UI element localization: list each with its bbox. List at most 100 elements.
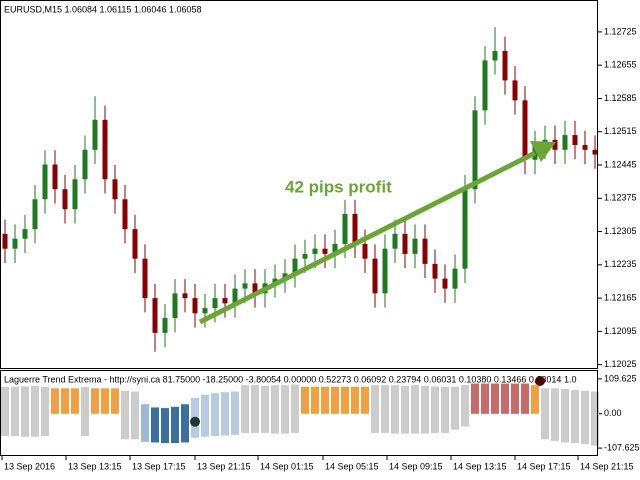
indicator-bar [481, 383, 489, 414]
y-tick-label: 0.00 [604, 408, 622, 418]
signal-dot [535, 376, 545, 387]
candle-body [522, 100, 528, 160]
indicator-bar [471, 383, 479, 414]
candle-body [432, 263, 438, 279]
indicator-bar [521, 383, 529, 414]
indicator-bar [561, 388, 569, 443]
indicator-bar [11, 386, 19, 437]
indicator-bar [251, 385, 259, 433]
indicator-bar [541, 388, 549, 440]
x-tick-label: 13 Sep 2016 [4, 461, 55, 471]
x-tick-label: 14 Sep 13:15 [453, 461, 507, 471]
candle-body [272, 278, 278, 284]
x-tick-label: 13 Sep 21:15 [197, 461, 251, 471]
indicator-bar [201, 394, 209, 437]
indicator-bar [441, 386, 449, 433]
indicator-bar [241, 385, 249, 433]
indicator-bar [511, 383, 519, 414]
indicator-bar [221, 392, 229, 436]
candle-body [322, 248, 328, 254]
candle-body [152, 298, 158, 333]
candle-body [102, 119, 108, 180]
signal-dot [190, 416, 200, 427]
candle-body [402, 233, 408, 254]
candle-body [462, 189, 468, 269]
candle-body [162, 318, 168, 333]
candle-body [532, 145, 538, 160]
y-tick-label: 1.12235 [604, 259, 637, 269]
candle-body [492, 50, 498, 61]
x-tick-label: 14 Sep 05:15 [325, 461, 379, 471]
indicator-bar [591, 391, 599, 446]
candle-body [342, 213, 348, 244]
candle-body [202, 308, 208, 314]
indicator-bar [361, 386, 369, 414]
arrow-head [530, 141, 556, 162]
candle-body [502, 50, 508, 81]
y-tick-label: 1.12585 [604, 93, 637, 103]
indicator-header: Laguerre Trend Extrema - http://syni.ca … [4, 374, 576, 384]
indicator-bar [181, 404, 189, 443]
y-tick-label: 1.12305 [604, 226, 637, 236]
candle-body [572, 135, 578, 146]
indicator-bar [171, 406, 179, 444]
candle-body [142, 258, 148, 299]
indicator-bar [261, 385, 269, 433]
y-tick-label: 1.12725 [604, 26, 637, 36]
candle-body [592, 149, 598, 155]
y-tick-label: -107.625 [604, 442, 640, 452]
indicator-panel: -107.625 0.00 109.625 [1, 373, 640, 452]
y-tick-label: 1.12445 [604, 159, 637, 169]
candle-body [372, 258, 378, 294]
indicator-bar [381, 385, 389, 433]
indicator-bar [81, 387, 89, 437]
candle-body [42, 164, 48, 200]
candle-body [172, 293, 178, 319]
indicator-bar [431, 386, 439, 433]
candle-body [132, 229, 138, 259]
y-tick-label: 1.12095 [604, 326, 637, 336]
indicator-bar [141, 404, 149, 442]
profit-arrow [198, 141, 556, 325]
indicator-bar [1, 386, 9, 437]
candle-body [62, 189, 68, 210]
y-tick-label: 109.625 [604, 373, 637, 383]
price-panel: 1.12025 1.12095 1.12165 1.12235 1.12305 1.123… [2, 26, 637, 369]
candle-body [2, 233, 8, 249]
indicator-bar [491, 383, 499, 414]
indicator-bar [501, 383, 509, 414]
annotation: 42 pips profit [285, 177, 392, 196]
indicator-bar [161, 408, 169, 444]
indicator-bar [211, 393, 219, 437]
y-tick-label: 1.12655 [604, 60, 637, 70]
x-tick-label: 13 Sep 13:15 [68, 461, 122, 471]
indicator-frame [0, 370, 598, 456]
candle-body [112, 179, 118, 200]
candle-body [362, 243, 368, 259]
indicator-bar [121, 390, 129, 440]
y-tick-label: 1.12375 [604, 193, 637, 203]
indicator-bar [351, 386, 359, 414]
candle-body [32, 199, 38, 230]
indicator-bar [51, 388, 59, 414]
price-frame [0, 0, 598, 369]
indicator-bar [101, 388, 109, 414]
indicator-bar [401, 385, 409, 434]
indicator-bar [41, 386, 49, 437]
indicator-bar [371, 385, 379, 433]
indicator-bar [61, 388, 69, 414]
candle-body [242, 283, 248, 289]
indicator-bar [321, 386, 329, 414]
candle-body [302, 253, 308, 259]
indicator-bar [131, 391, 139, 440]
indicator-bar [281, 385, 289, 434]
indicator-bar [291, 384, 299, 433]
candle-body [282, 273, 288, 279]
indicator-bar [311, 386, 319, 414]
symbol-header: EURUSD,M15 1.06084 1.06115 1.06046 1.060… [4, 4, 201, 14]
candle-body [82, 149, 88, 180]
candle-body [232, 288, 238, 304]
y-tick-label: 1.12025 [604, 359, 637, 369]
indicator-bar [331, 386, 339, 414]
